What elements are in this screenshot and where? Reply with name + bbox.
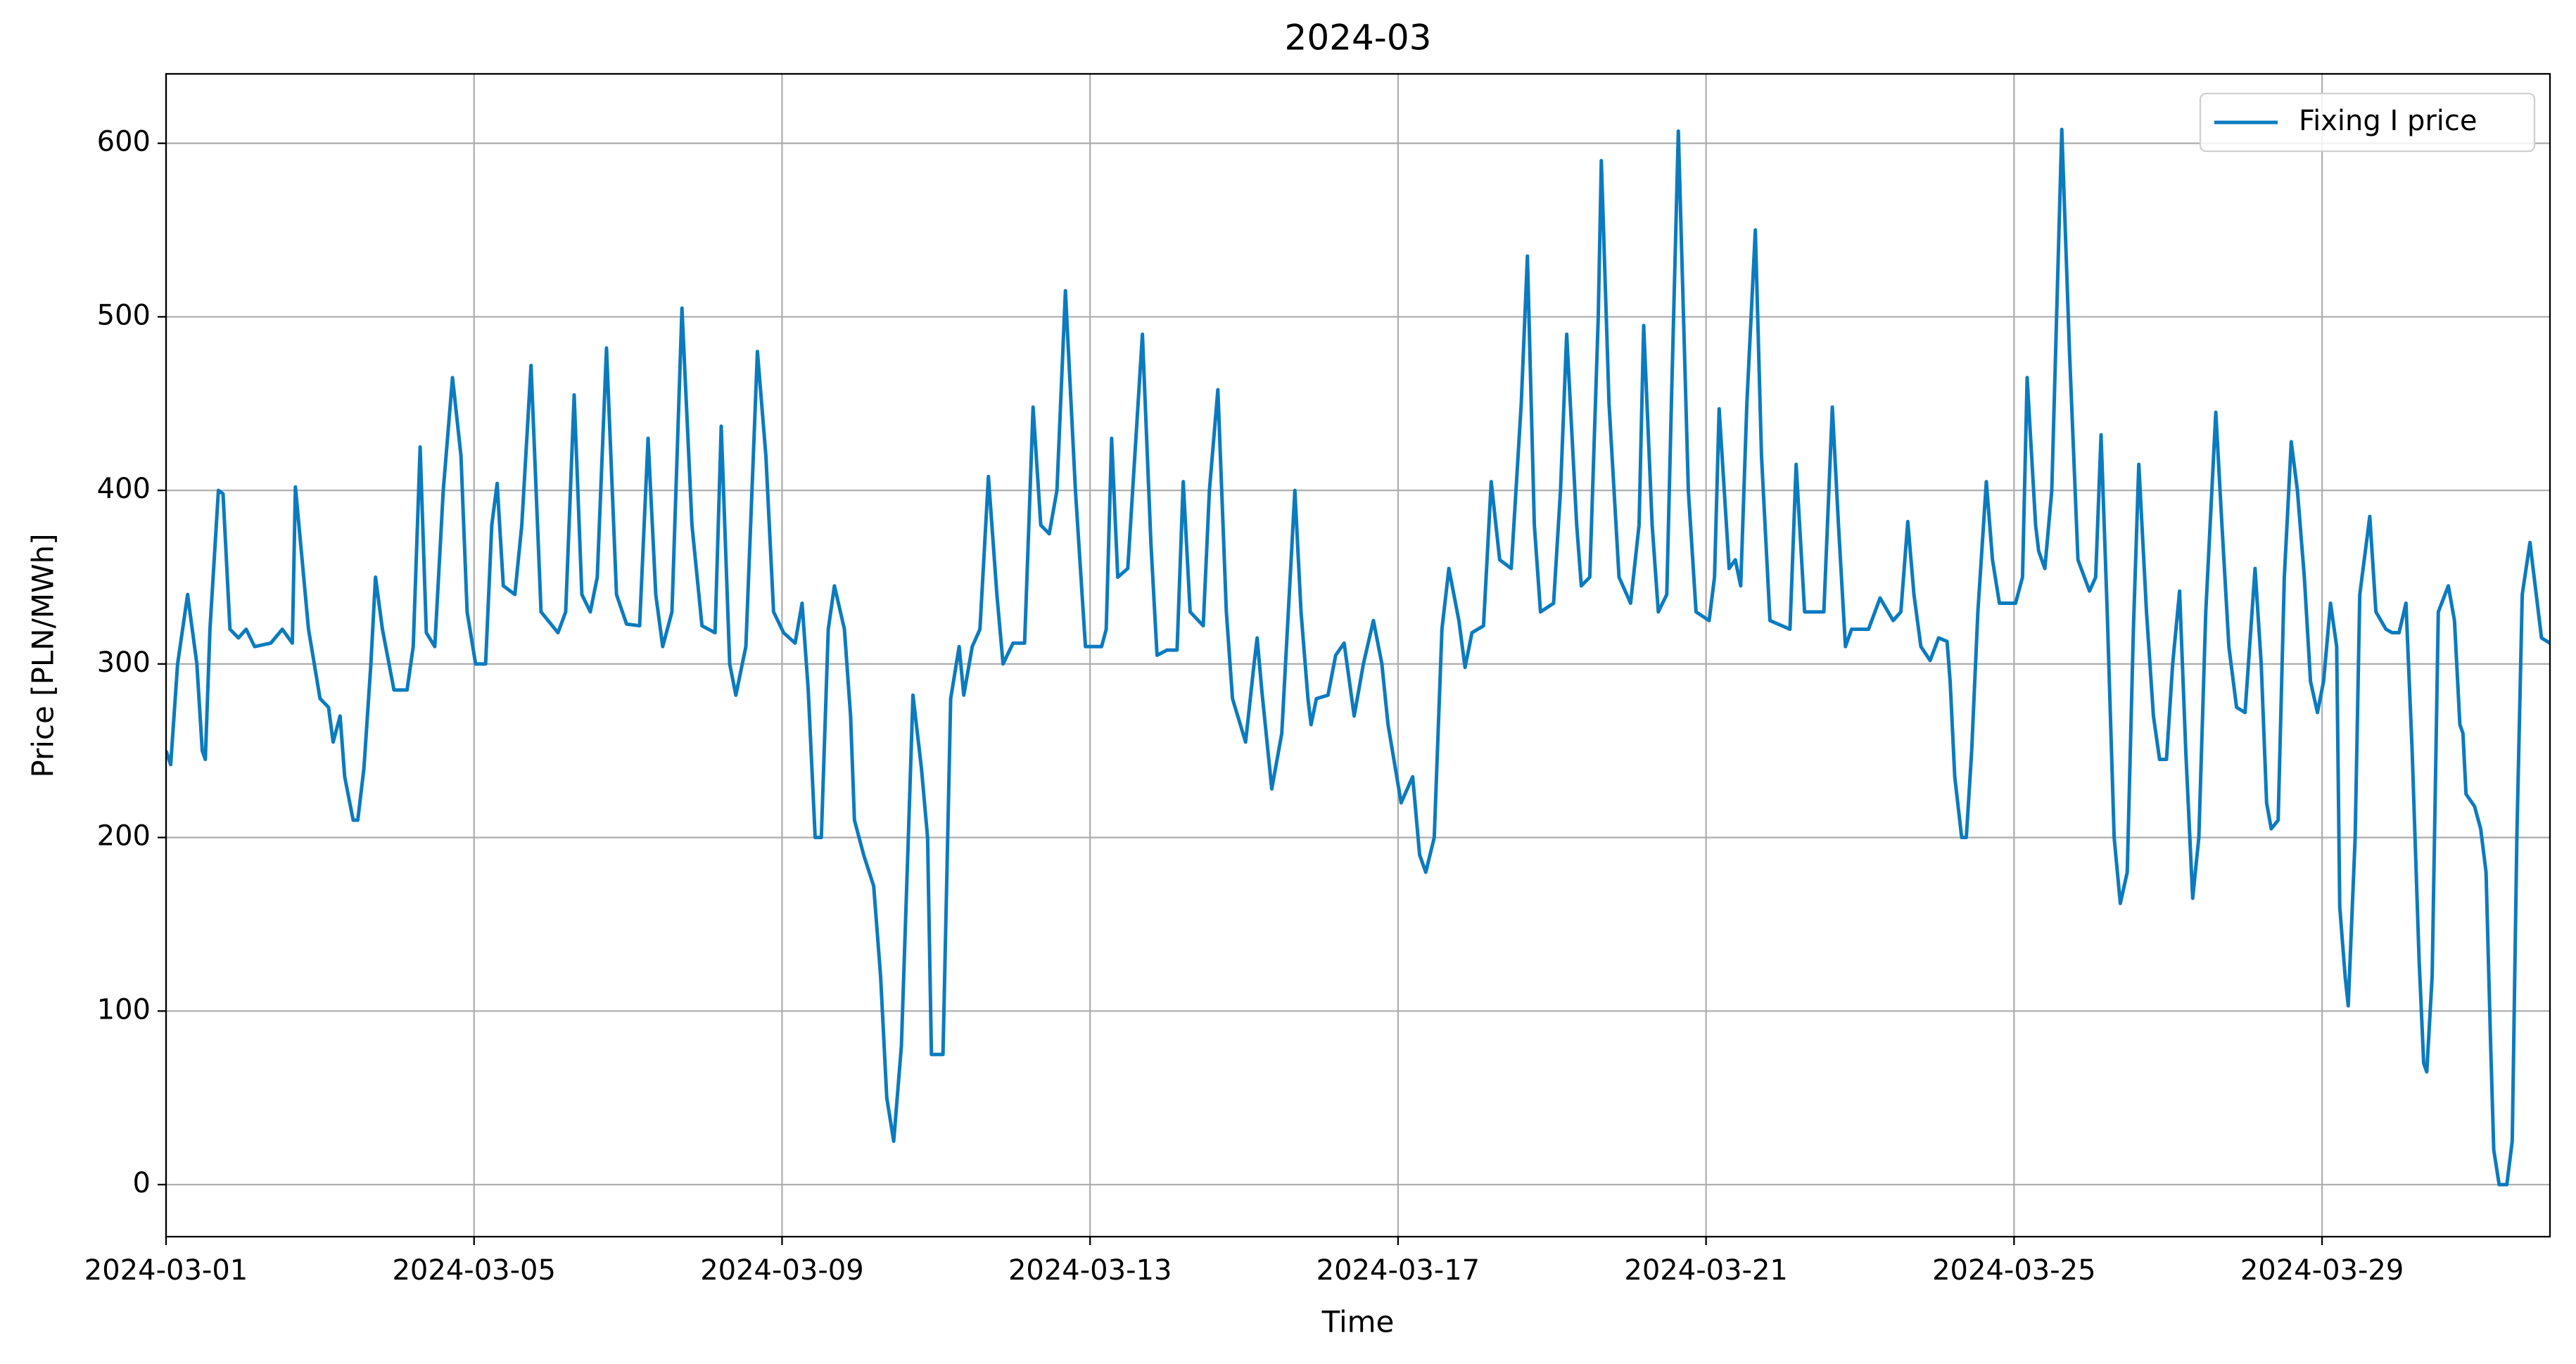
- x-tick-label: 2024-03-13: [1008, 1254, 1172, 1287]
- line-series: [166, 127, 2550, 1187]
- legend-box: [2199, 92, 2536, 153]
- legend-label: Fixing I price: [2299, 105, 2477, 137]
- x-tick-label: 2024-03-09: [700, 1254, 863, 1287]
- x-tick-label: 2024-03-05: [392, 1254, 555, 1287]
- x-axis-label: Time: [1321, 1305, 1395, 1339]
- y-tick-label: 600: [97, 126, 151, 158]
- chart-title: 2024-03: [1285, 18, 1432, 58]
- x-tick-label: 2024-03-01: [84, 1254, 248, 1287]
- y-tick-label: 400: [97, 473, 151, 505]
- y-tick-label: 0: [133, 1167, 151, 1199]
- y-tick-label: 500: [97, 299, 151, 331]
- y-tick-label: 300: [97, 646, 151, 679]
- y-tick-label: 100: [97, 993, 151, 1026]
- x-tick-label: 2024-03-29: [2240, 1254, 2404, 1287]
- x-tick-label: 2024-03-17: [1316, 1254, 1480, 1287]
- y-tick-label: 200: [97, 820, 151, 853]
- x-tick-label: 2024-03-21: [1624, 1254, 1787, 1287]
- y-axis-label: Price [PLN/MWh]: [26, 533, 61, 777]
- plot-frame: [165, 72, 2551, 1238]
- x-tick-label: 2024-03-25: [1932, 1254, 2095, 1287]
